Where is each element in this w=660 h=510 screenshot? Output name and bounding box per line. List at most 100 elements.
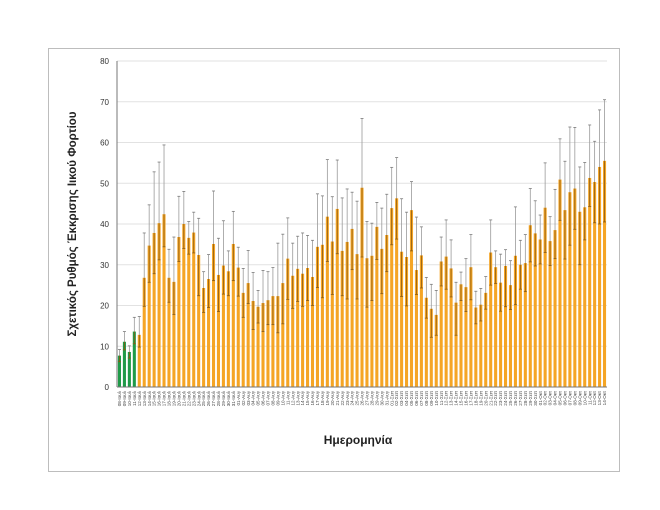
error-bars (117, 99, 607, 363)
y-tick-label: 30 (100, 261, 109, 270)
x-tick-label: 18-Ιουλ (167, 390, 172, 406)
bar (489, 252, 493, 387)
x-tick-label: 15-Ιουλ (152, 390, 157, 406)
x-tick-label: 03-Σεπ (399, 391, 404, 406)
bar (602, 160, 607, 387)
x-tick-label: 09-Οκτ (577, 391, 582, 406)
x-tick-label: 29-Ιουλ (221, 390, 226, 406)
x-tick-label: 14-Οκτ (602, 391, 607, 406)
x-tick-label: 27-Ιουλ (211, 390, 216, 406)
x-tick-label: 05-Σεπ (409, 391, 414, 406)
bar (390, 208, 394, 387)
y-tick-labels: 0 10 20 30 40 50 60 70 80 (100, 57, 109, 392)
bar (281, 283, 285, 387)
bar (523, 263, 527, 387)
bar (187, 237, 191, 387)
x-tick-label: 14-Αυγ (300, 390, 305, 405)
x-tick-label: 31-Ιουλ (231, 390, 236, 406)
x-tick-label: 17-Σεπ (468, 391, 473, 406)
x-tick-label: 09-Ιουλ (122, 390, 127, 406)
bar (419, 255, 423, 387)
bar (454, 302, 458, 387)
x-tick-label: 19-Αυγ (325, 390, 330, 405)
bar (528, 225, 532, 387)
bar (142, 277, 146, 387)
bar (538, 239, 542, 387)
x-tick-label: 22-Ιουλ (186, 390, 191, 406)
x-tick-label: 13-Σεπ (449, 391, 454, 406)
bar (192, 232, 196, 387)
bar (429, 308, 433, 387)
x-tick-label: 19-Ιουλ (172, 390, 177, 406)
bar (588, 177, 592, 387)
bar (162, 214, 166, 387)
x-tick-label: 16-Σεπ (464, 391, 469, 406)
x-tick-label: 12-Σεπ (444, 391, 449, 406)
y-tick-label: 20 (100, 302, 109, 311)
bar (216, 274, 220, 387)
y-tick-label: 0 (105, 383, 110, 392)
x-tick-label: 27-Σεπ (518, 391, 523, 406)
x-tick-label: 21-Σεπ (488, 391, 493, 406)
x-tick-label: 05-Οκτ (558, 391, 563, 406)
y-tick-label: 50 (100, 179, 109, 188)
x-tick-label: 18-Αυγ (320, 390, 325, 405)
bar (197, 254, 201, 387)
x-tick-label: 08-Ιουλ (117, 390, 122, 406)
bar (598, 166, 602, 387)
x-tick-label: 17-Ιουλ (162, 390, 167, 406)
x-tick-label: 11-Σεπ (439, 391, 444, 405)
bar (543, 207, 547, 387)
x-tick-label: 09-Αυγ (275, 390, 280, 405)
bar (553, 230, 557, 387)
y-tick-label: 10 (100, 342, 109, 351)
x-tick-label: 20-Σεπ (483, 391, 488, 406)
x-tick-label: 22-Σεπ (493, 391, 498, 406)
bar (385, 235, 389, 387)
chart-frame (48, 48, 620, 472)
x-tick-label: 10-Οκτ (582, 391, 587, 406)
bar (395, 198, 399, 387)
bar (221, 265, 225, 387)
x-tick-label: 15-Αυγ (305, 390, 310, 405)
x-tick-label: 16-Αυγ (310, 390, 315, 405)
y-tick-label: 80 (100, 57, 109, 66)
bar (177, 237, 181, 387)
x-tick-label: 07-Αυγ (266, 390, 271, 405)
bar (256, 306, 260, 387)
x-tick-label: 19-Σεπ (478, 391, 483, 406)
x-tick-label: 11-Ιουλ (132, 390, 137, 406)
bar (400, 251, 404, 387)
x-tick-label: 10-Αυγ (280, 390, 285, 405)
x-tick-label: 04-Σεπ (404, 391, 409, 406)
bar (504, 265, 508, 387)
x-tick-label: 18-Σεπ (473, 391, 478, 406)
x-tick-label: 08-Αυγ (271, 390, 276, 405)
bar (226, 271, 230, 387)
x-tick-label: 02-Αυγ (241, 390, 246, 405)
bar (236, 267, 240, 387)
x-tick-label: 29-Αυγ (374, 390, 379, 405)
bar (345, 241, 349, 387)
bar (434, 314, 438, 387)
bar (320, 244, 324, 387)
x-tick-label: 30-Ιουλ (226, 390, 231, 406)
bar (315, 246, 319, 387)
bar (271, 296, 275, 387)
bar (241, 292, 245, 387)
x-tick-label: 31-Αυγ (384, 390, 389, 405)
bar (439, 261, 443, 387)
x-tick-label: 12-Οκτ (592, 391, 597, 406)
bar (350, 228, 354, 387)
bar (548, 241, 552, 387)
bar (127, 351, 131, 387)
bar (444, 256, 448, 387)
bar (424, 297, 428, 387)
x-tick-labels: 08-Ιουλ 09-Ιουλ 10-Ιουλ 11-Ιουλ 12-Ιουλ 13-Ιο… (117, 390, 607, 406)
bar (405, 257, 409, 387)
x-tick-label: 06-Αυγ (261, 390, 266, 405)
x-tick-label: 21-Ιουλ (181, 390, 186, 406)
x-tick-label: 01-Οκτ (538, 391, 543, 406)
y-tick-label: 60 (100, 139, 109, 148)
